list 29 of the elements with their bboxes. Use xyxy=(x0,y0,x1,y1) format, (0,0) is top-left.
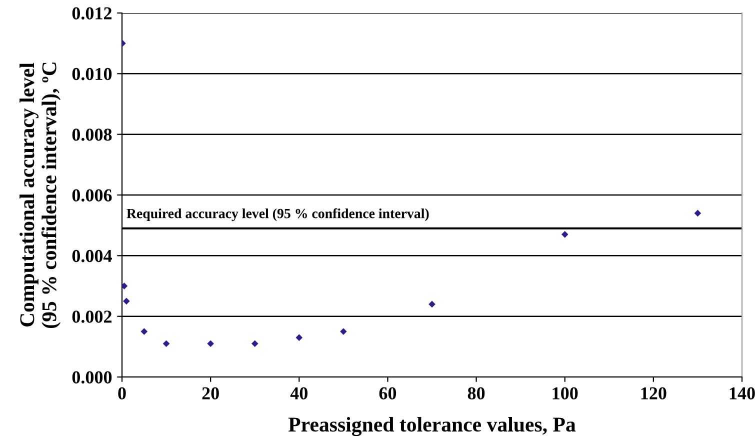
x-tick-label: 0 xyxy=(118,387,126,400)
point xyxy=(340,328,347,335)
y-tick-label: 0.004 xyxy=(72,250,112,262)
point xyxy=(428,300,436,308)
y-tick-label: 0.002 xyxy=(72,310,112,323)
x-tick-label: 60 xyxy=(379,387,396,400)
y-axis-title: Computational accuracy level (95 % confidence interval), ºC xyxy=(20,62,61,328)
point xyxy=(296,334,303,341)
point xyxy=(162,340,170,348)
x-tick-label: 80 xyxy=(468,387,485,400)
x-tick-label: 100 xyxy=(552,387,578,400)
point xyxy=(207,340,214,348)
x-tick-label: 20 xyxy=(202,387,219,400)
ref-line-label: Required accuracy level (95 % confidence interval) xyxy=(126,208,429,222)
y-tick-label: 0.012 xyxy=(72,7,112,20)
point xyxy=(694,210,702,217)
x-tick-label: 40 xyxy=(290,387,308,400)
y-tick-label: 0.000 xyxy=(72,371,112,384)
y-tick-label: 0.006 xyxy=(72,189,112,202)
x-tick-label: 140 xyxy=(730,387,755,400)
y-tick-label: 0.010 xyxy=(72,68,112,80)
point xyxy=(251,340,258,348)
x-tick-label: 120 xyxy=(641,387,666,400)
point xyxy=(140,328,148,335)
x-axis-title: Preassigned tolerance values, Pa xyxy=(288,416,576,436)
point xyxy=(122,282,128,290)
y-tick-label: 0.008 xyxy=(72,128,112,141)
point xyxy=(561,231,568,238)
point xyxy=(123,298,130,305)
